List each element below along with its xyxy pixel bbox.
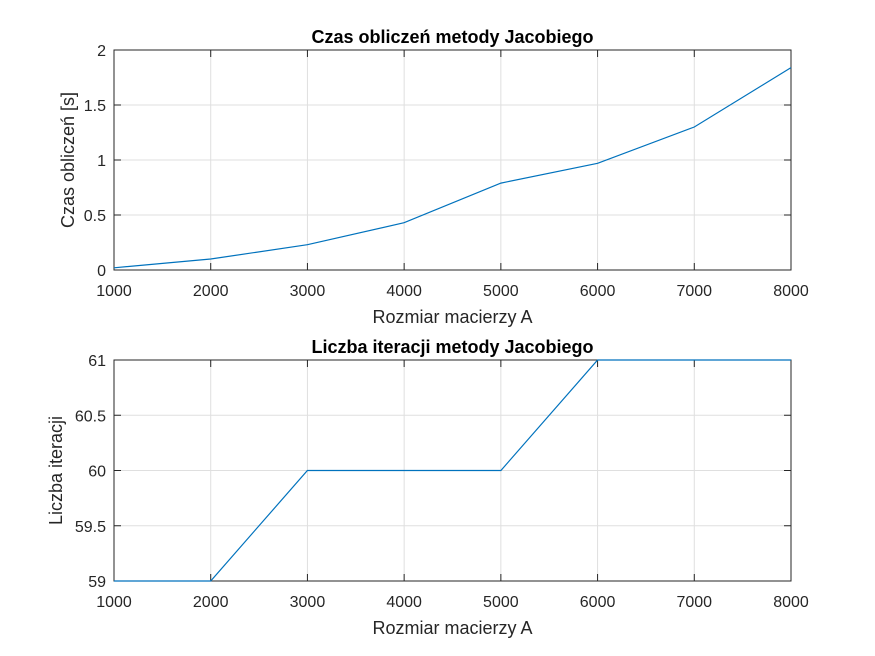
chart2-x-tick-label: 4000 — [386, 594, 422, 611]
chart2-x-axis-label: Rozmiar macierzy A — [372, 618, 532, 638]
chart2-x-tick-label: 5000 — [483, 594, 519, 611]
chart1-axes-frame — [113, 49, 792, 271]
chart2-x-tick-label: 2000 — [193, 594, 229, 611]
chart2-axes-frame — [113, 359, 792, 582]
chart1-x-axis-label: Rozmiar macierzy A — [372, 307, 532, 327]
chart2-title: Liczba iteracji metody Jacobiego — [311, 337, 593, 357]
chart1-x-tick-label: 4000 — [386, 283, 422, 300]
chart1-y-tick-label: 0 — [97, 263, 106, 280]
chart1-title: Czas obliczeń metody Jacobiego — [311, 27, 593, 47]
chart2-x-tick-label: 8000 — [773, 594, 809, 611]
chart1-y-tick-label: 0.5 — [84, 208, 106, 225]
chart1-y-tick-label: 1 — [97, 153, 106, 170]
chart2-x-tick-label: 6000 — [580, 594, 616, 611]
chart2-series-line — [114, 359, 791, 582]
chart2-y-tick-label: 59.5 — [75, 519, 106, 536]
chart1-x-tick-label: 8000 — [773, 283, 809, 300]
chart2-x-tick-label: 7000 — [676, 594, 712, 611]
chart1-y-tick-label: 2 — [97, 43, 106, 60]
chart1-x-tick-label: 7000 — [676, 283, 712, 300]
chart2-y-tick-label: 59 — [88, 574, 106, 591]
chart2-x-tick-label: 3000 — [290, 594, 326, 611]
chart1-x-tick-label: 6000 — [580, 283, 616, 300]
chart1-y-axis-label: Czas obliczeń [s] — [58, 92, 78, 228]
chart2-y-tick-label: 61 — [88, 353, 106, 370]
chart1-y-tick-label: 1.5 — [84, 98, 106, 115]
chart2-y-axis-label: Liczba iteracji — [46, 416, 66, 525]
chart1-series-line — [113, 67, 792, 269]
chart1-x-tick-label: 3000 — [290, 283, 326, 300]
chart2-x-tick-label: 1000 — [96, 594, 132, 611]
chart2-y-tick-label: 60 — [88, 464, 106, 481]
chart1-x-tick-label: 1000 — [96, 283, 132, 300]
chart2-y-tick-label: 60.5 — [75, 408, 106, 425]
chart1-x-tick-label: 5000 — [483, 283, 519, 300]
chart1-x-tick-label: 2000 — [193, 283, 229, 300]
